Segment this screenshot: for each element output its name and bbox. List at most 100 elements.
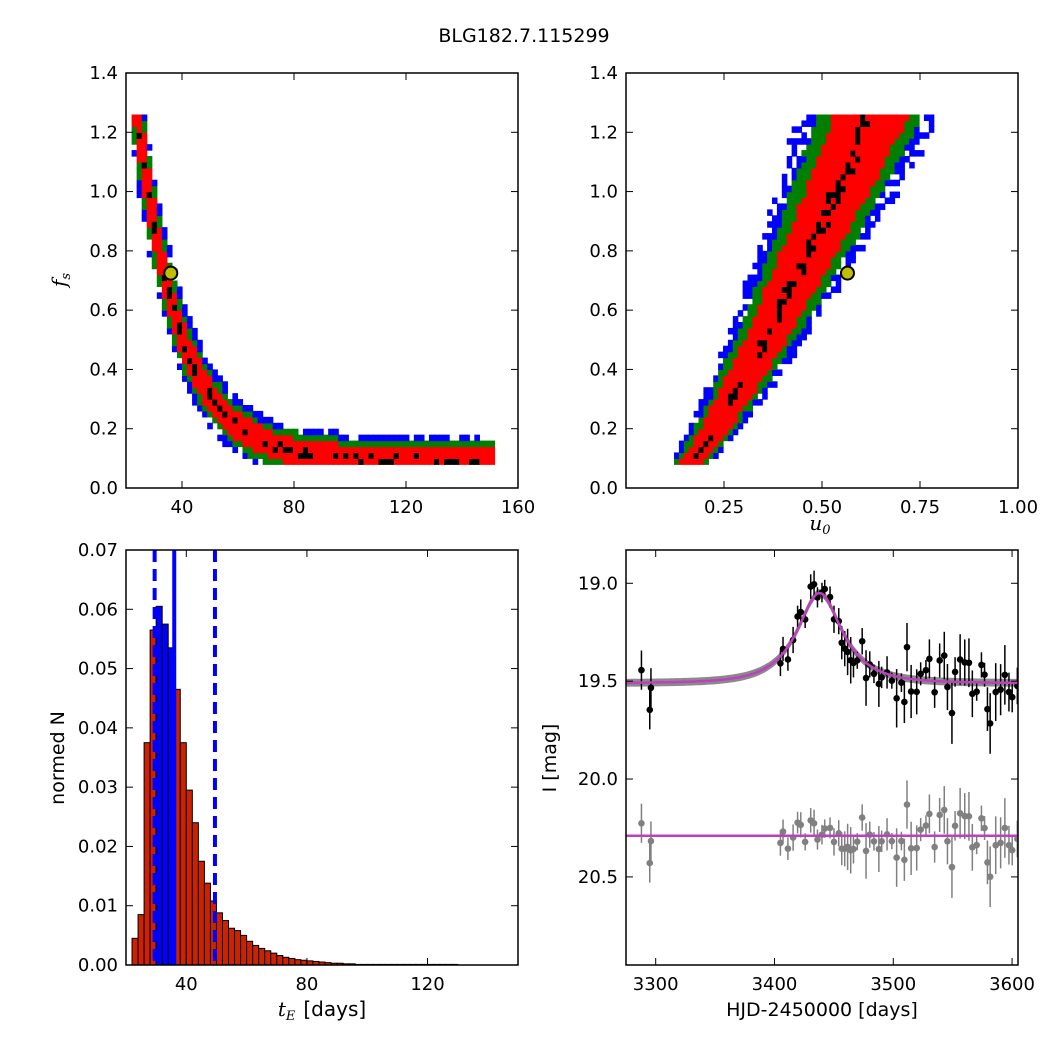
te-fs-cell-red <box>464 452 470 459</box>
u0-fs-cell-green <box>850 221 856 228</box>
residual-point <box>646 859 654 867</box>
te-histogram-bar <box>246 940 254 966</box>
u0-fs-cell-red <box>698 434 705 442</box>
te-fs-cell-red <box>141 144 148 151</box>
u0-fs-cell-red <box>727 416 734 424</box>
lightcurve-point <box>838 639 846 647</box>
te-fs-cell-red <box>242 440 249 448</box>
u0-fs-cell-red <box>786 316 793 323</box>
te-fs-cell-green <box>161 304 168 311</box>
u0-fs-cell-green <box>811 150 817 157</box>
u0-fs-cell-green <box>889 144 896 151</box>
u0-fs-cell-red <box>874 138 881 145</box>
u0-fs-cell-red <box>865 144 871 151</box>
u0-fs-cell-black <box>776 298 783 305</box>
u0-fs-cell-green <box>791 191 798 199</box>
te-fs-cell-green <box>292 434 299 442</box>
te-fs-cell-red <box>292 458 299 465</box>
te-fs-cell-red <box>323 458 329 465</box>
te-fs-cell-red <box>247 428 254 436</box>
u0-fs-cell-red <box>723 410 729 418</box>
u0-fs-cell-green <box>781 215 788 222</box>
u0-fs-cell-red <box>723 375 729 382</box>
u0-fs-cell-red <box>732 381 739 388</box>
u0-fs-cell-red <box>796 304 803 311</box>
u0-fs-cell-red <box>825 138 832 145</box>
u0-fs-cell-red <box>835 144 842 151</box>
te-fs-cell-red <box>192 357 198 365</box>
u0-fs-cell-blue <box>894 167 901 175</box>
te-fs-cell-black <box>277 440 284 448</box>
u0-fs-cell-red <box>713 405 719 412</box>
u0-fs-cell-red <box>762 357 768 365</box>
te-fs-cell-blue <box>267 416 274 424</box>
te-fs-cell-red <box>187 363 193 371</box>
lightcurve-point <box>922 666 930 674</box>
u0-fs-cell-blue <box>914 132 920 139</box>
u0-fs-cell-red <box>821 215 827 222</box>
te-fs-cell-black <box>176 322 183 329</box>
u0-fs-cell-green <box>904 138 910 145</box>
u0-fs-cell-green <box>806 304 812 311</box>
u0-fs-cell-blue <box>742 280 749 288</box>
lightcurve-point <box>940 652 948 659</box>
te-fs-cell-green <box>277 428 284 436</box>
u0-fs-cell-red <box>762 369 768 376</box>
u0-fs-cell-red <box>874 132 881 139</box>
u0-fs-cell-red <box>840 156 847 163</box>
te-fs-cell-blue <box>358 434 365 442</box>
u0-fs-cell-red <box>821 233 827 240</box>
te-fs-cell-red <box>272 440 279 448</box>
te-fs-cell-green <box>212 381 218 388</box>
u0-fs-cell-red <box>855 173 861 181</box>
u0-fs-cell-green <box>776 227 783 234</box>
u0-fs-cell-green <box>796 197 803 205</box>
u0-fs-cell-green <box>801 316 807 323</box>
te-fs-cell-black <box>449 458 455 465</box>
u0-fs-cell-blue <box>791 138 798 145</box>
u0-fs-cell-green <box>786 215 793 222</box>
u0-fs-cell-blue <box>742 304 749 311</box>
u0-fs-cell-green <box>909 132 915 139</box>
te-fs-cell-green <box>368 440 375 448</box>
u0-fs-cell-blue <box>889 179 896 187</box>
te-fs-cell-black <box>297 452 304 459</box>
te-fs-cell-green <box>302 434 309 442</box>
u0-fs-cell-red <box>835 132 842 139</box>
te-fs-cell-red <box>459 452 465 459</box>
u0-fs-cell-green <box>732 422 739 430</box>
te-fs-cell-blue <box>187 322 193 329</box>
u0-fs-cell-red <box>747 369 754 376</box>
u0-fs-cell-green <box>703 458 709 465</box>
u0-fs-cell-red <box>835 244 842 252</box>
te-fs-ylabel: fs <box>47 273 74 289</box>
te-fs-cell-red <box>197 357 203 365</box>
u0-fs-cell-green <box>811 156 817 163</box>
u0-fs-cell-green <box>796 322 803 329</box>
te-fs-cell-red <box>383 452 390 459</box>
lightcurve-point <box>858 637 866 645</box>
u0-fs-cell-black <box>737 381 744 388</box>
te-fs-cell-blue <box>192 327 198 335</box>
u0-fs-cell-green <box>732 351 739 359</box>
te-fs-cell-red <box>187 369 193 376</box>
u0-fs-cell-red <box>757 304 763 311</box>
te-fs-cell-black <box>146 191 153 199</box>
u0-fs-cell-red <box>816 274 822 282</box>
u0-fs-cell-green <box>791 185 798 193</box>
u0-fs-cell-red <box>845 132 852 139</box>
te-fs-cell-red <box>423 458 430 465</box>
u0-fs-cell-red <box>860 156 866 163</box>
u0-fs-cell-blue <box>830 286 837 293</box>
u0-fs-cell-red <box>786 304 793 311</box>
u0-fs-cell-red <box>737 351 744 359</box>
te-fs-cell-green <box>363 440 370 448</box>
u0-fs-cell-blue <box>806 316 812 323</box>
u0-fs-cell-red <box>830 185 837 193</box>
u0-fs-cell-red <box>889 132 896 139</box>
u0-fs-cell-red <box>825 227 832 234</box>
u0-fs-cell-blue <box>767 233 773 240</box>
te-fs-cell-red <box>308 440 314 448</box>
te-fs-cell-red <box>171 316 178 323</box>
